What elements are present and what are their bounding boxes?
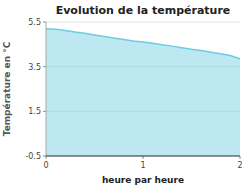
title: Evolution de la température xyxy=(56,4,231,17)
grid-line xyxy=(46,156,240,157)
x-axis xyxy=(46,156,240,157)
line xyxy=(46,29,240,59)
y-tick-label: 3.5 xyxy=(28,63,41,72)
y-tick-label: 1.5 xyxy=(28,107,41,116)
x-tick-label: 1 xyxy=(140,161,145,170)
y-tick-label: -0.5 xyxy=(25,152,41,161)
x-axis-label: heure par heure xyxy=(102,175,184,185)
y-axis xyxy=(46,22,47,156)
y-axis-label: Température en °C xyxy=(2,41,12,136)
grid xyxy=(46,22,240,156)
y-tick-label: 5.5 xyxy=(28,18,41,27)
x-tick-label: 0 xyxy=(43,161,48,170)
plot-area xyxy=(46,29,240,156)
x-tick-label: 2 xyxy=(237,161,242,170)
chart-container: Evolution de la température -0.5 1.5 3.5 5.5… xyxy=(0,0,250,188)
area-fill xyxy=(46,29,240,156)
grid-line xyxy=(46,22,240,23)
chart: Evolution de la température -0.5 1.5 3.5 5.5… xyxy=(0,0,250,188)
